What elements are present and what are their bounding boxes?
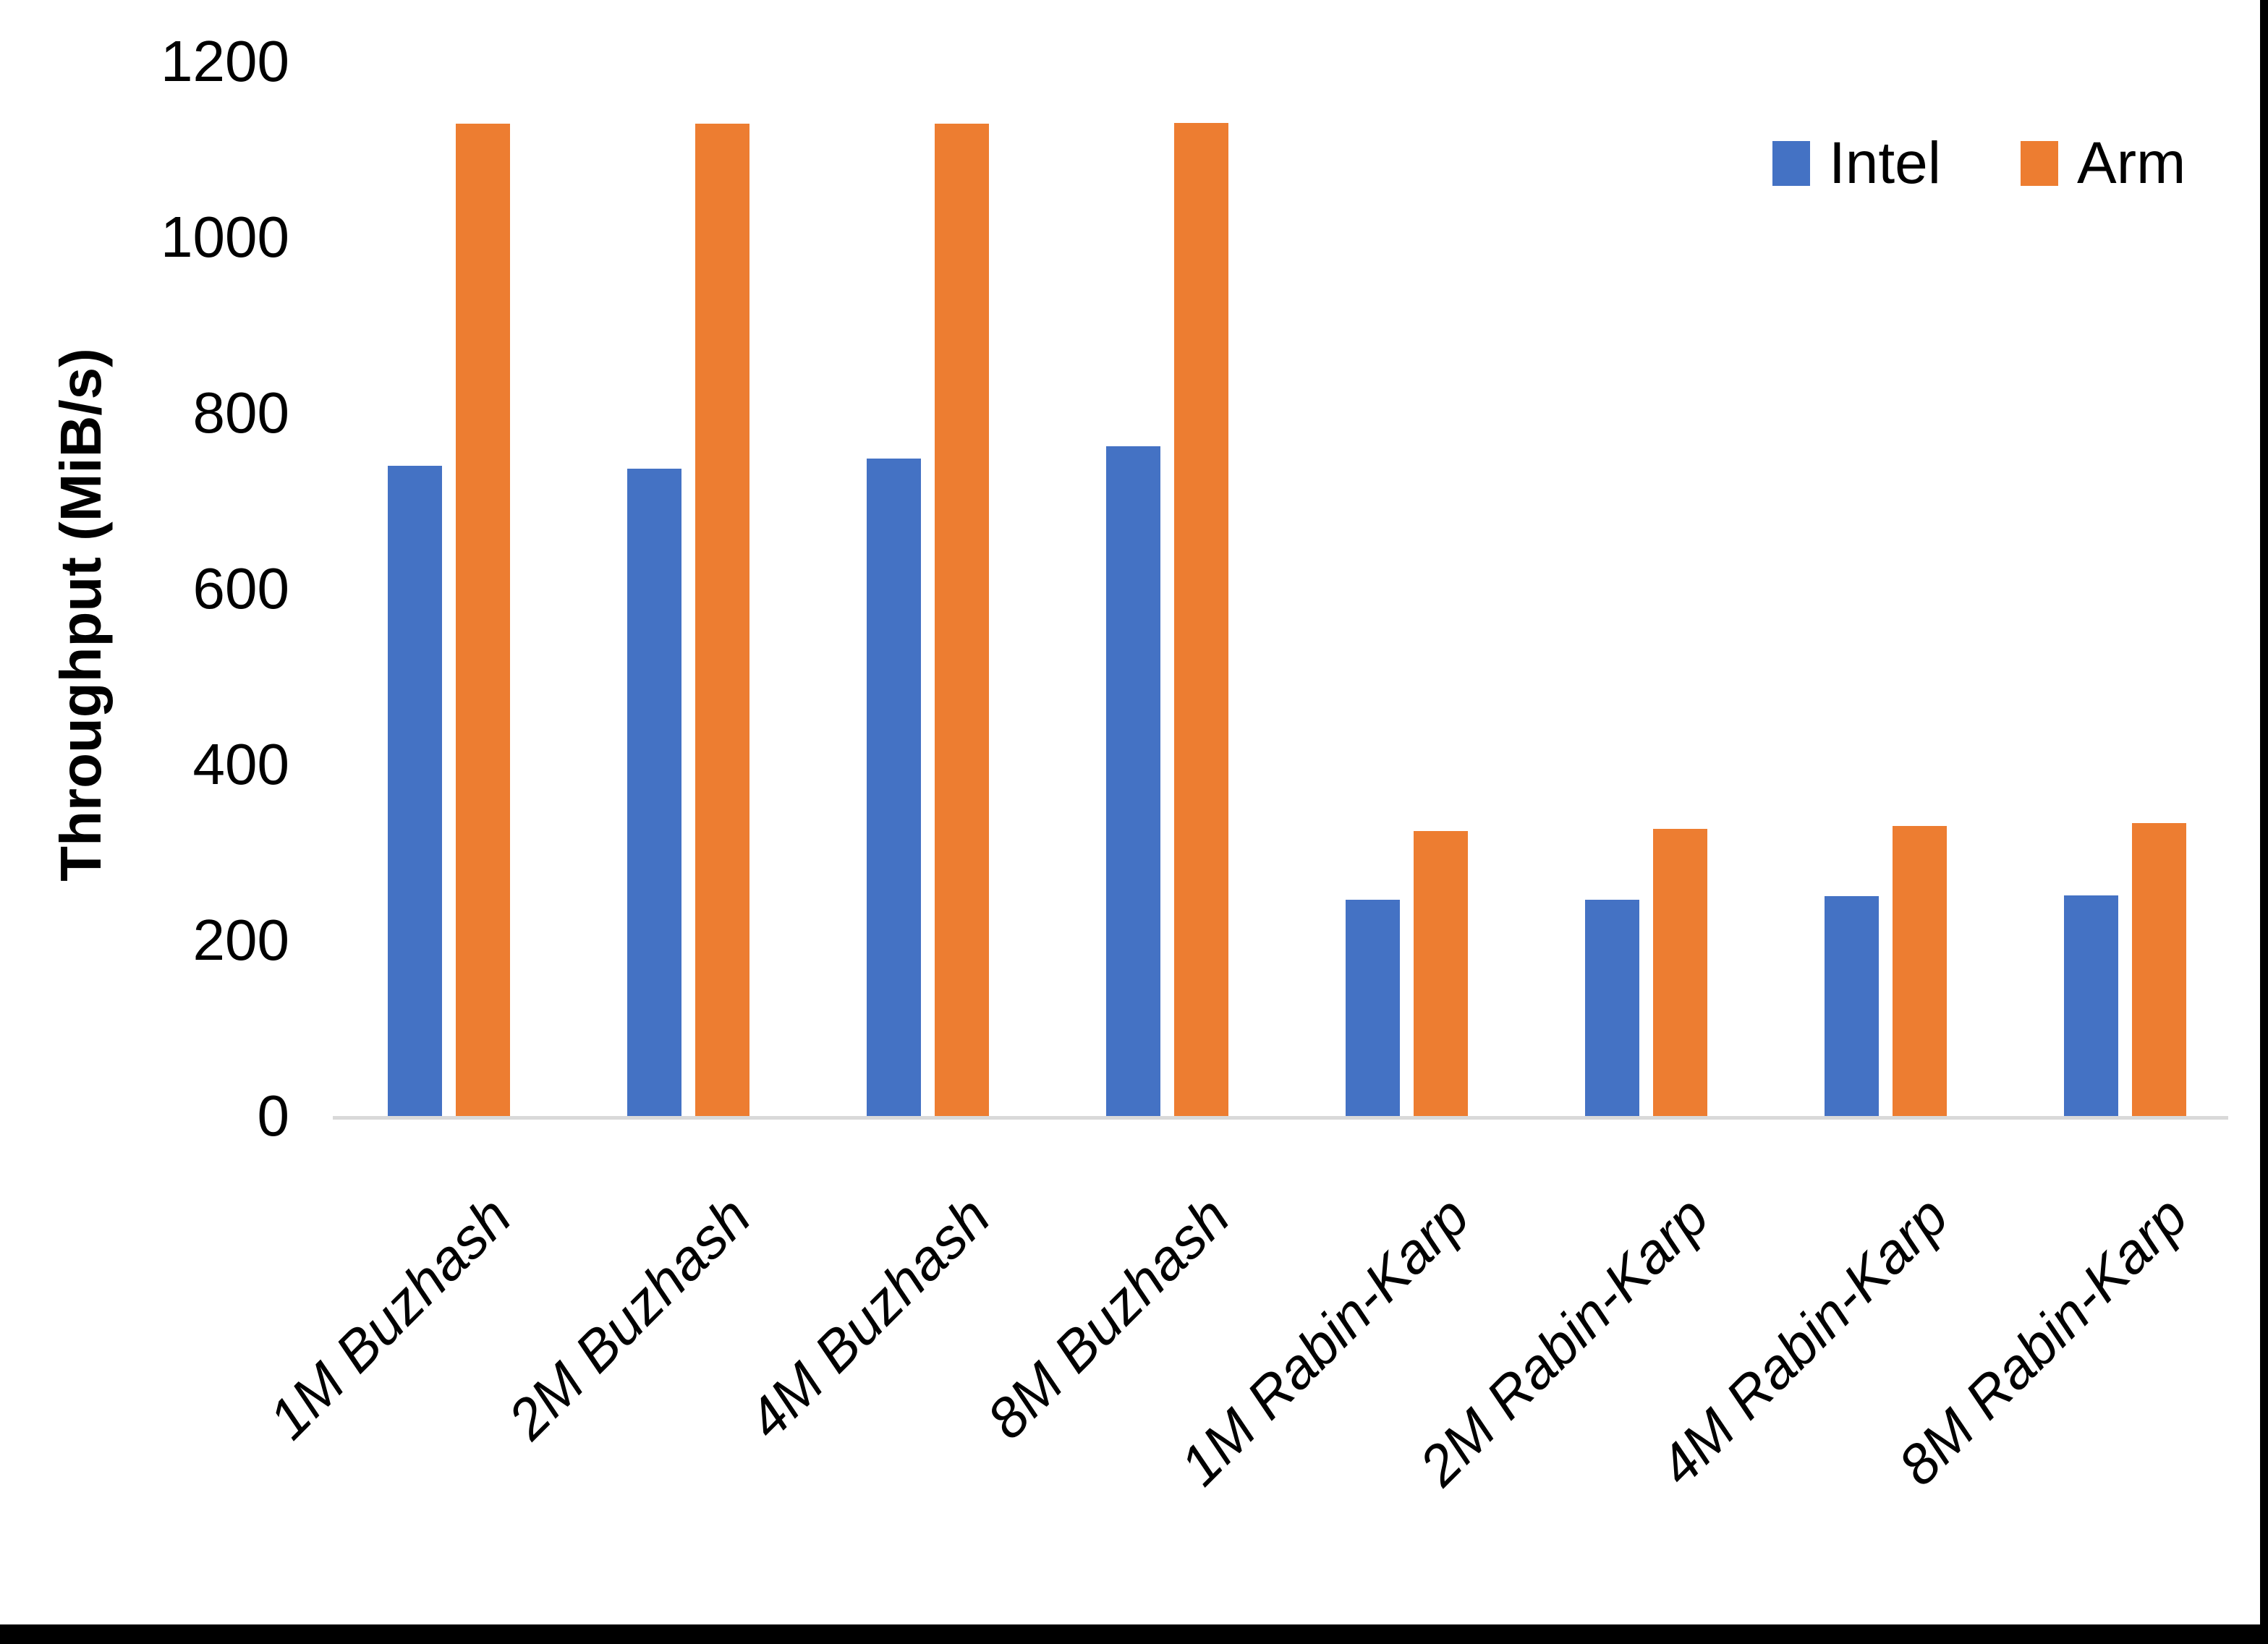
y-tick-label-0: 0 [257, 1083, 290, 1148]
bar-arm-2m-rabin-karp [1653, 828, 1707, 1116]
bar-arm-1m-buzhash [456, 124, 510, 1116]
x-category-label-2m-buzhash: 2M Buzhash [496, 1184, 763, 1452]
y-tick-label-1200: 1200 [161, 29, 289, 93]
x-category-label-1m-buzhash: 1M Buzhash [256, 1184, 524, 1452]
bar-arm-4m-buzhash [935, 124, 989, 1116]
bar-arm-1m-rabin-karp [1414, 831, 1468, 1116]
bar-intel-8m-rabin-karp [2064, 895, 2118, 1116]
bar-arm-2m-buzhash [695, 124, 749, 1116]
x-category-label-4m-buzhash: 4M Buzhash [735, 1184, 1003, 1452]
arm-series-swatch [2021, 141, 2058, 186]
bottom-border [0, 1624, 2268, 1644]
legend-label-arm: Arm [2077, 130, 2186, 196]
x-category-label-8m-buzhash: 8M Buzhash [974, 1184, 1242, 1452]
bar-intel-2m-buzhash [627, 468, 681, 1116]
legend-item-intel: Intel [1772, 129, 1941, 198]
legend-item-arm: Arm [2021, 129, 2186, 198]
y-tick-label-1000: 1000 [161, 205, 289, 269]
bar-intel-1m-rabin-karp [1346, 900, 1400, 1116]
right-border [2260, 0, 2268, 1644]
y-tick-label-400: 400 [192, 732, 289, 796]
legend-label-intel: Intel [1829, 130, 1941, 196]
bar-arm-4m-rabin-karp [1893, 826, 1947, 1116]
bar-intel-4m-buzhash [867, 459, 921, 1116]
x-axis-line [333, 1116, 2228, 1120]
y-tick-label-600: 600 [192, 556, 289, 621]
y-tick-label-800: 800 [192, 380, 289, 445]
intel-series-swatch [1772, 141, 1810, 186]
bar-intel-1m-buzhash [388, 465, 442, 1116]
bar-intel-2m-rabin-karp [1585, 900, 1639, 1116]
bar-intel-8m-buzhash [1106, 446, 1160, 1116]
bar-arm-8m-rabin-karp [2132, 823, 2186, 1116]
bar-arm-8m-buzhash [1174, 123, 1228, 1116]
y-tick-label-200: 200 [192, 908, 289, 972]
bar-intel-4m-rabin-karp [1825, 896, 1879, 1116]
legend: Intel Arm [1772, 129, 2186, 198]
